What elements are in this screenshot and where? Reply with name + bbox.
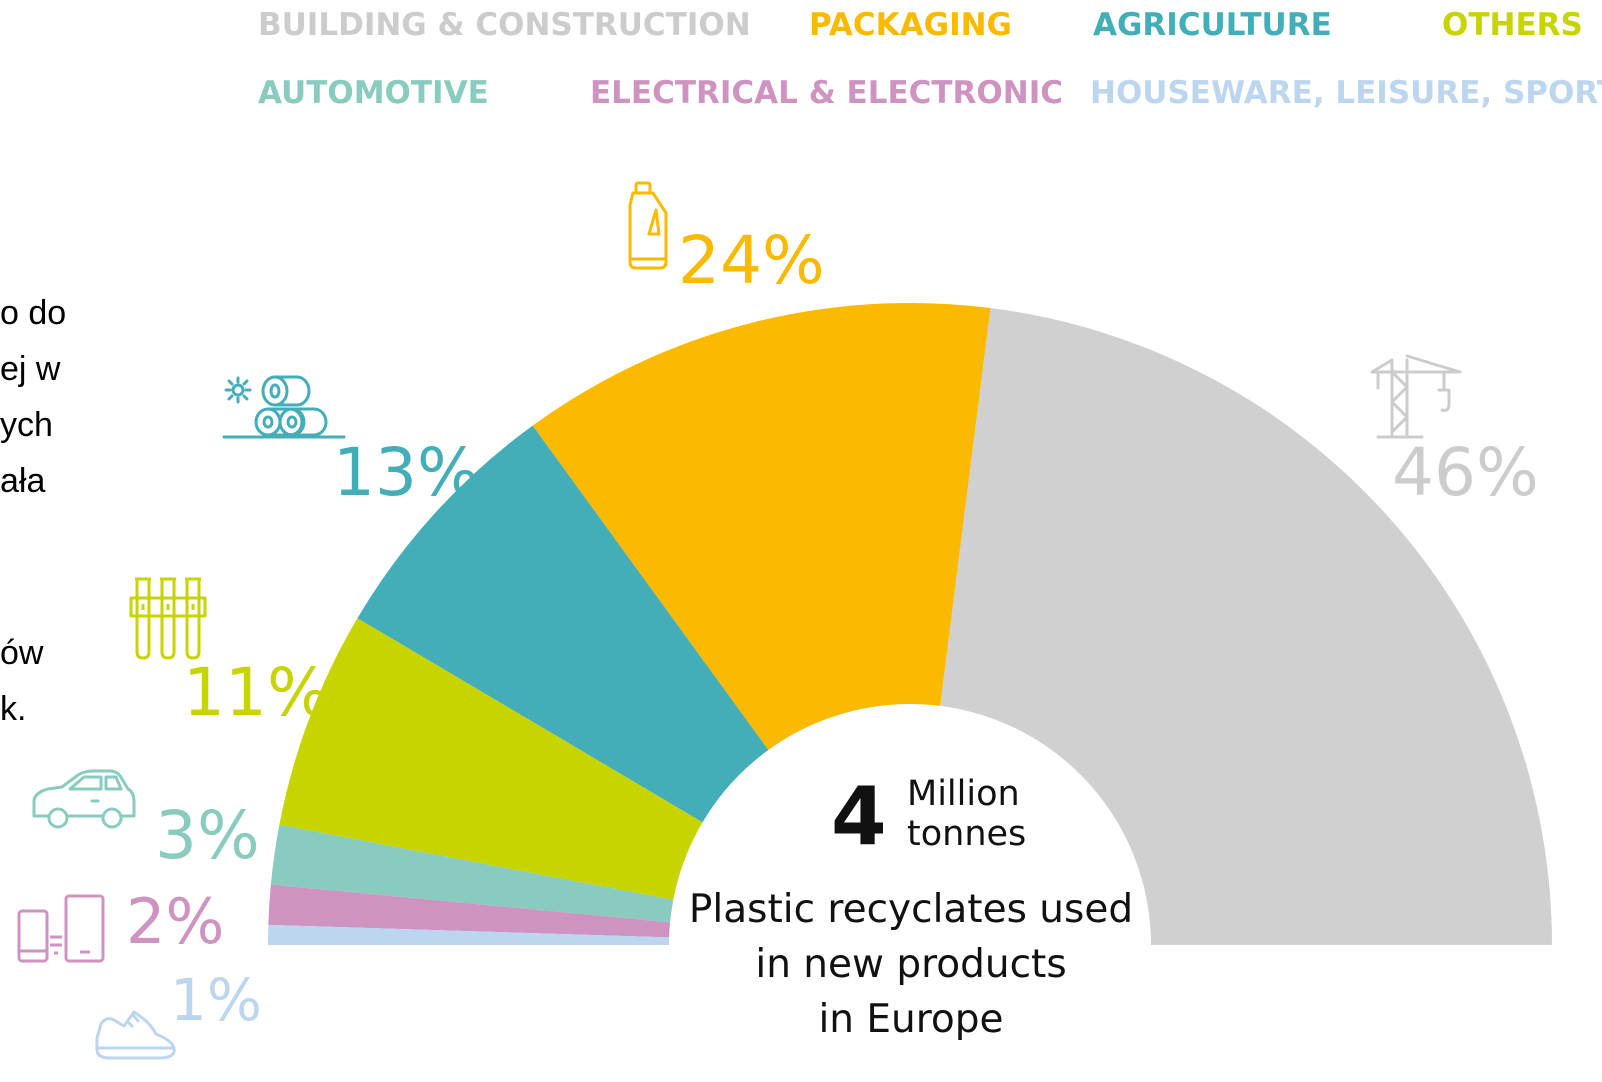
side-text-line: ała [0, 462, 46, 500]
center-caption-line2: in new products [755, 942, 1066, 987]
legend-item-agriculture: AGRICULTURE [1093, 7, 1332, 43]
center-value: 4 [831, 770, 887, 863]
center-caption-line1: Plastic recyclates used [689, 887, 1133, 932]
pct-label-agriculture: 13% [333, 434, 480, 511]
slice-packaging [532, 303, 991, 751]
center-unit-line1: Million [907, 774, 1020, 814]
devices-icon [17, 894, 105, 963]
slice-building [940, 308, 1552, 945]
legend-item-building: BUILDING & CONSTRUCTION [258, 7, 751, 43]
side-text-line: ej w [0, 350, 61, 388]
pct-label-building: 46% [1392, 434, 1539, 511]
legend-item-others: OTHERS [1442, 7, 1583, 43]
pct-label-packaging: 24% [678, 222, 825, 299]
slice-others [279, 618, 703, 900]
side-text-line: o do [0, 294, 67, 332]
test-tubes-icon [129, 577, 207, 660]
center-caption-line3: in Europe [818, 997, 1003, 1042]
slice-agriculture [357, 425, 769, 823]
legend-item-packaging: PACKAGING [809, 7, 1012, 43]
side-text-line: ów [0, 634, 44, 672]
crane-icon [1370, 354, 1462, 439]
pct-label-others: 11% [183, 654, 330, 731]
sneaker-icon [95, 1010, 176, 1060]
bottle-icon [628, 181, 668, 270]
slice-houseware [268, 924, 670, 945]
car-icon [32, 769, 136, 829]
slice-automotive [270, 824, 674, 923]
slice-electrical [268, 884, 671, 938]
legend-item-electrical: ELECTRICAL & ELECTRONIC [590, 75, 1063, 111]
legend-item-automotive: AUTOMOTIVE [258, 75, 489, 111]
chart-slices [268, 303, 1552, 945]
side-text-line: k. [0, 690, 27, 728]
legend-item-houseware: HOUSEWARE, LEISURE, SPORTS [1090, 75, 1602, 111]
side-text-line: ych [0, 406, 53, 444]
center-unit-line2: tonnes [907, 814, 1026, 854]
pct-label-houseware: 1% [170, 966, 262, 1034]
center-label: 4 Million tonnes Plastic recyclates used… [689, 770, 1133, 1042]
percent-labels: 46% 24% 13% 11% 3% 2% 1% [126, 222, 1539, 1034]
pct-label-electrical: 2% [126, 885, 224, 958]
hay-bales-icon [222, 375, 346, 439]
pct-label-automotive: 3% [155, 797, 260, 874]
